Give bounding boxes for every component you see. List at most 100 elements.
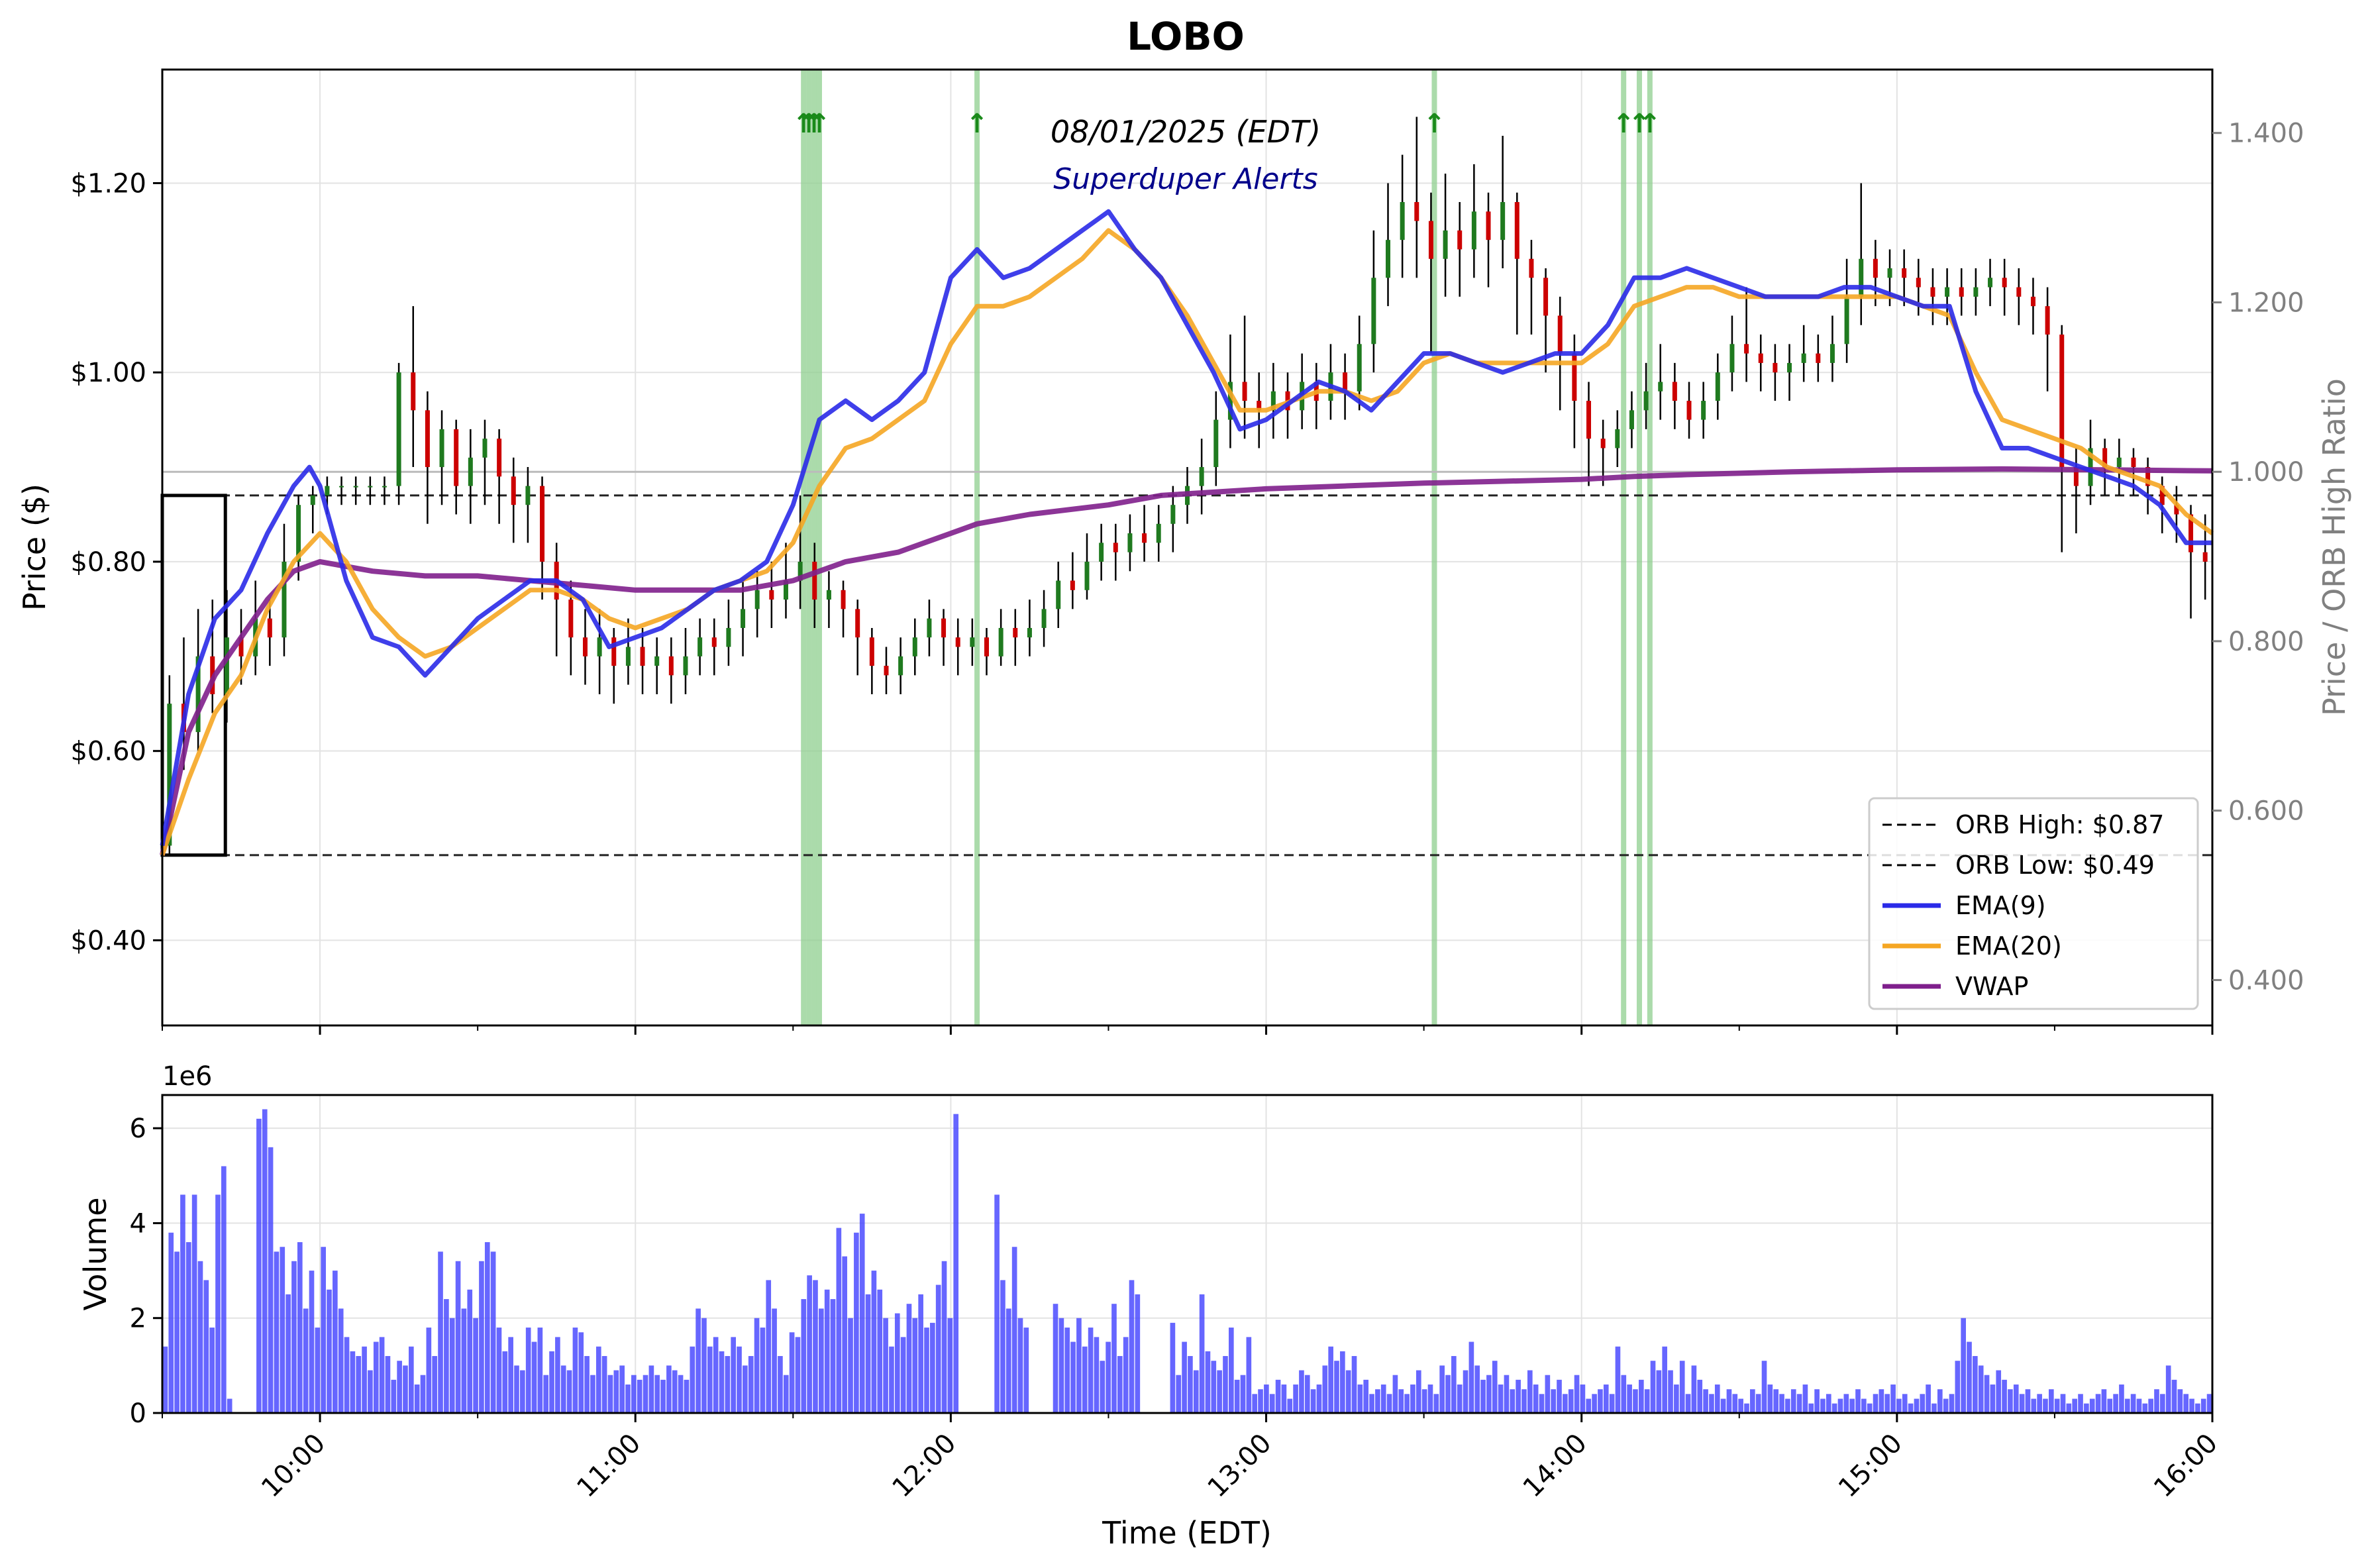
ratio-tick-label: 1.200 (2228, 287, 2304, 318)
candle-body (1873, 258, 1878, 278)
candle-body (454, 429, 459, 486)
volume-bar (807, 1275, 812, 1413)
candle-body (970, 637, 975, 647)
candle-body (582, 637, 588, 656)
candle-body (2045, 306, 2050, 335)
volume-bar (2013, 1385, 2019, 1413)
volume-bar (2078, 1394, 2083, 1413)
volume-bar (1492, 1361, 1498, 1413)
candle-body (812, 561, 817, 600)
volume-bar (566, 1370, 572, 1413)
price-panel: ↑↑↑↑ ↑ ↑ ↑↑↑ 08/01/2025 (EDT) Superduper Al… (17, 68, 2352, 1035)
candle-body (955, 637, 960, 647)
candle-body (1041, 609, 1047, 628)
candle-body (1343, 372, 1348, 392)
volume-bar (1510, 1389, 1516, 1413)
candle-body (1629, 410, 1634, 429)
volume-bar (2019, 1394, 2025, 1413)
volume-bar (1896, 1398, 1902, 1413)
volume-bar (1117, 1356, 1123, 1413)
ratio-tick-label: 0.600 (2228, 796, 2304, 827)
volume-bar (1310, 1389, 1316, 1413)
candle-body (1199, 467, 1204, 486)
volume-bar (1023, 1328, 1029, 1413)
volume-bar (1621, 1375, 1627, 1413)
volume-bar (1726, 1389, 1732, 1413)
price-tick-label: $1.00 (70, 358, 146, 388)
volume-bar (1398, 1389, 1404, 1413)
volume-bar (1750, 1389, 1755, 1413)
volume-bar (1205, 1351, 1211, 1413)
volume-bar (1615, 1346, 1621, 1413)
volume-bar (1931, 1403, 1937, 1413)
volume-bar (918, 1294, 923, 1413)
candle-body (1457, 230, 1463, 250)
volume-bar (490, 1251, 496, 1413)
volume-bar (1563, 1394, 1568, 1413)
volume-bar (403, 1365, 408, 1413)
candle-body (2030, 296, 2035, 307)
volume-bar (185, 1242, 191, 1413)
volume-bar (1100, 1361, 1106, 1413)
volume-bar (2124, 1398, 2130, 1413)
volume-bar (737, 1346, 742, 1413)
volume-bar (2165, 1365, 2171, 1413)
volume-bar (836, 1228, 842, 1413)
volume-bar (285, 1294, 291, 1413)
volume-bar (2206, 1394, 2212, 1413)
volume-bar (813, 1280, 818, 1413)
volume-bar (877, 1289, 883, 1413)
candle-body (826, 590, 831, 600)
volume-bar (2066, 1403, 2072, 1413)
candle-body (1013, 627, 1018, 638)
candle-body (2159, 486, 2165, 505)
volume-bar (672, 1370, 678, 1413)
volume-bar (520, 1370, 525, 1413)
candle-body (1213, 419, 1219, 468)
volume-bar (549, 1351, 554, 1413)
volume-bar (484, 1242, 490, 1413)
volume-bar (467, 1289, 473, 1413)
candle-body (497, 439, 502, 477)
volume-bar (842, 1256, 848, 1413)
volume-bar (2054, 1398, 2060, 1413)
volume-bar (1744, 1403, 1749, 1413)
volume-bar (1246, 1337, 1252, 1413)
candle-body (741, 609, 746, 628)
volume-panel-frame (161, 1094, 2214, 1414)
volume-bar (1064, 1328, 1070, 1413)
candle-body (1227, 382, 1233, 420)
candle-body (1701, 401, 1706, 420)
candle-body (2131, 457, 2136, 468)
volume-bar (1369, 1394, 1374, 1413)
volume-bar (168, 1232, 174, 1413)
volume-bar (1973, 1356, 1978, 1413)
volume-bar (1826, 1394, 1831, 1413)
volume-bar (830, 1299, 836, 1413)
volume-bar (1357, 1385, 1363, 1413)
alert-bands (801, 70, 1653, 1025)
volume-bar (1486, 1375, 1492, 1413)
volume-bar (1691, 1365, 1697, 1413)
alert-arrow: ↑ (1612, 109, 1635, 139)
candle-body (195, 656, 201, 733)
volume-bar (256, 1118, 262, 1413)
volume-bar (2089, 1398, 2095, 1413)
candle-body (1801, 353, 1806, 363)
volume-bar (1679, 1361, 1685, 1413)
candle-body (668, 656, 674, 676)
candle-body (1959, 287, 1964, 297)
candle-body (1543, 278, 1549, 316)
candle-body (2073, 467, 2079, 486)
candle-body (339, 486, 344, 488)
volume-bar (1761, 1361, 1767, 1413)
volume-bar (1949, 1394, 1955, 1413)
price-gridlines (162, 70, 2213, 1025)
volume-bar (1814, 1389, 1820, 1413)
volume-bar (1755, 1394, 1761, 1413)
volume-bar (1984, 1375, 1990, 1413)
volume-bar (1363, 1379, 1369, 1413)
candle-body (1887, 268, 1892, 278)
alert-arrow: ↑ (792, 109, 815, 139)
